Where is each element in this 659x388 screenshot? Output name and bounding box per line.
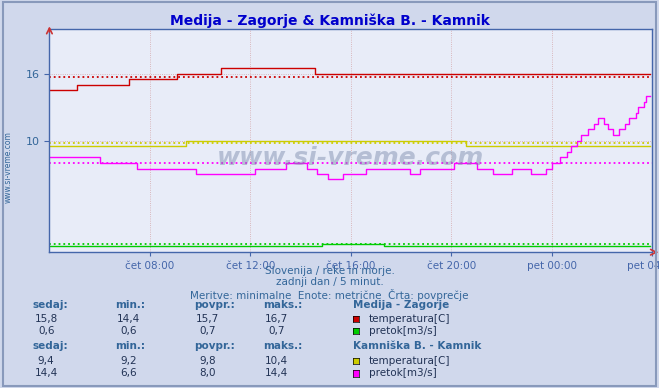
Text: 9,2: 9,2 bbox=[120, 356, 137, 366]
Text: Slovenija / reke in morje.: Slovenija / reke in morje. bbox=[264, 266, 395, 276]
Text: min.:: min.: bbox=[115, 341, 146, 351]
Text: maks.:: maks.: bbox=[264, 341, 303, 351]
Text: www.si-vreme.com: www.si-vreme.com bbox=[217, 147, 484, 170]
Text: Meritve: minimalne  Enote: metrične  Črta: povprečje: Meritve: minimalne Enote: metrične Črta:… bbox=[190, 289, 469, 301]
Text: 9,4: 9,4 bbox=[38, 356, 55, 366]
Text: 14,4: 14,4 bbox=[117, 314, 140, 324]
Text: sedaj:: sedaj: bbox=[33, 341, 69, 351]
Text: www.si-vreme.com: www.si-vreme.com bbox=[3, 131, 13, 203]
Text: 0,6: 0,6 bbox=[38, 326, 55, 336]
Text: maks.:: maks.: bbox=[264, 300, 303, 310]
Text: povpr.:: povpr.: bbox=[194, 300, 235, 310]
Text: povpr.:: povpr.: bbox=[194, 341, 235, 351]
Text: 15,8: 15,8 bbox=[34, 314, 58, 324]
Text: 10,4: 10,4 bbox=[265, 356, 289, 366]
Text: 0,7: 0,7 bbox=[199, 326, 216, 336]
Text: 14,4: 14,4 bbox=[265, 368, 289, 378]
Text: zadnji dan / 5 minut.: zadnji dan / 5 minut. bbox=[275, 277, 384, 288]
Text: min.:: min.: bbox=[115, 300, 146, 310]
Text: 15,7: 15,7 bbox=[196, 314, 219, 324]
Text: 16,7: 16,7 bbox=[265, 314, 289, 324]
Text: 0,7: 0,7 bbox=[268, 326, 285, 336]
Text: Medija - Zagorje: Medija - Zagorje bbox=[353, 300, 449, 310]
Text: Kamniška B. - Kamnik: Kamniška B. - Kamnik bbox=[353, 341, 481, 351]
Text: 0,6: 0,6 bbox=[120, 326, 137, 336]
Text: 8,0: 8,0 bbox=[199, 368, 216, 378]
Text: pretok[m3/s]: pretok[m3/s] bbox=[369, 326, 437, 336]
Text: Medija - Zagorje & Kamniška B. - Kamnik: Medija - Zagorje & Kamniška B. - Kamnik bbox=[169, 14, 490, 28]
Text: temperatura[C]: temperatura[C] bbox=[369, 314, 451, 324]
Text: temperatura[C]: temperatura[C] bbox=[369, 356, 451, 366]
Text: 6,6: 6,6 bbox=[120, 368, 137, 378]
Text: pretok[m3/s]: pretok[m3/s] bbox=[369, 368, 437, 378]
Text: sedaj:: sedaj: bbox=[33, 300, 69, 310]
Text: 14,4: 14,4 bbox=[34, 368, 58, 378]
Text: 9,8: 9,8 bbox=[199, 356, 216, 366]
